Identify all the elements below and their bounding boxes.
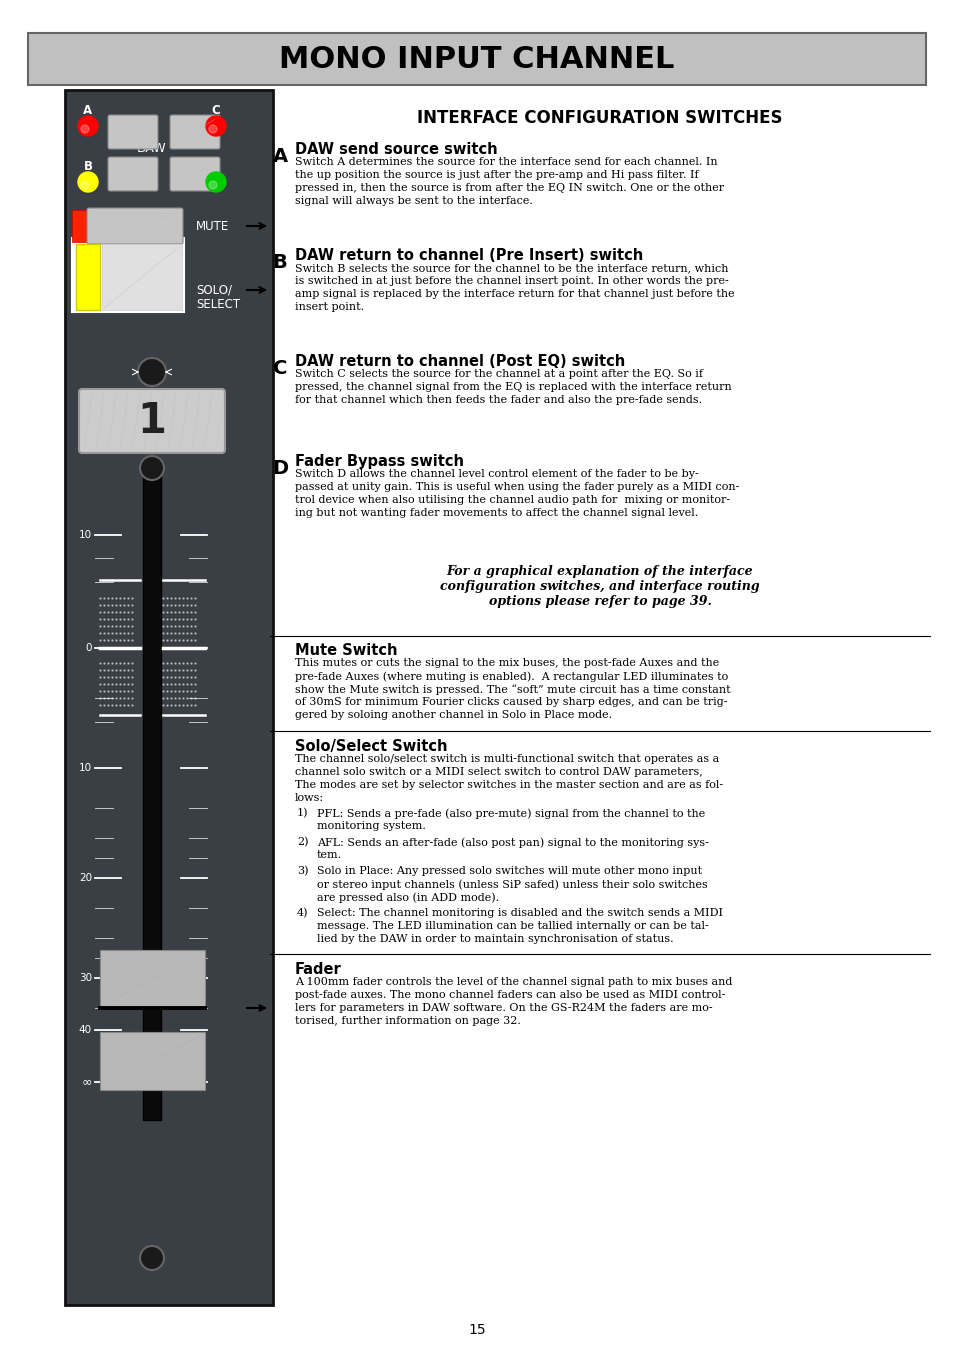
Text: lied by the DAW in order to maintain synchronisation of status.: lied by the DAW in order to maintain syn… <box>316 934 673 944</box>
Text: ing but not wanting fader movements to affect the channel signal level.: ing but not wanting fader movements to a… <box>294 508 698 518</box>
Text: Fader Bypass switch: Fader Bypass switch <box>294 454 463 468</box>
Text: channel solo switch or a MIDI select switch to control DAW parameters,: channel solo switch or a MIDI select swi… <box>294 767 702 778</box>
Text: A: A <box>83 104 92 116</box>
Text: trol device when also utilising the channel audio path for  mixing or monitor-: trol device when also utilising the chan… <box>294 495 729 505</box>
Text: signal will always be sent to the interface.: signal will always be sent to the interf… <box>294 196 533 207</box>
Text: DAW send source switch: DAW send source switch <box>294 142 497 157</box>
Text: gered by soloing another channel in Solo in Place mode.: gered by soloing another channel in Solo… <box>294 710 612 720</box>
Text: AFL: Sends an after-fade (also post pan) signal to the monitoring sys-: AFL: Sends an after-fade (also post pan)… <box>316 837 708 848</box>
Circle shape <box>140 1246 164 1270</box>
Bar <box>28 32 925 85</box>
Text: INTERFACE CONFIGURATION SWITCHES: INTERFACE CONFIGURATION SWITCHES <box>416 109 781 127</box>
Text: A: A <box>273 147 287 166</box>
Circle shape <box>209 181 216 189</box>
Text: SELECT: SELECT <box>195 298 240 312</box>
Circle shape <box>81 126 89 134</box>
Circle shape <box>78 116 98 136</box>
Text: D: D <box>211 159 221 173</box>
Text: torised, further information on page 32.: torised, further information on page 32. <box>294 1017 520 1026</box>
Text: 1: 1 <box>137 400 167 441</box>
Text: are pressed also (in ADD mode).: are pressed also (in ADD mode). <box>316 892 498 903</box>
FancyBboxPatch shape <box>170 115 220 148</box>
Text: lers for parameters in DAW software. On the GS-R24M the faders are mo-: lers for parameters in DAW software. On … <box>294 1003 712 1012</box>
Text: the up position the source is just after the pre-amp and Hi pass filter. If: the up position the source is just after… <box>294 170 698 180</box>
Circle shape <box>140 456 164 481</box>
Bar <box>65 90 273 1305</box>
Text: pressed in, then the source is from after the EQ IN switch. One or the other: pressed in, then the source is from afte… <box>294 184 723 193</box>
Text: SOLO/: SOLO/ <box>195 284 232 297</box>
Text: 3): 3) <box>296 865 308 876</box>
Bar <box>143 472 161 1120</box>
Text: pressed, the channel signal from the EQ is replaced with the interface return: pressed, the channel signal from the EQ … <box>294 382 731 391</box>
Circle shape <box>206 171 226 192</box>
Text: show the Mute switch is pressed. The “soft” mute circuit has a time constant: show the Mute switch is pressed. The “so… <box>294 684 730 695</box>
FancyBboxPatch shape <box>108 157 158 190</box>
FancyBboxPatch shape <box>79 389 225 454</box>
Text: PFL: Sends a pre-fade (also pre-mute) signal from the channel to the: PFL: Sends a pre-fade (also pre-mute) si… <box>316 809 704 818</box>
Text: Switch C selects the source for the channel at a point after the EQ. So if: Switch C selects the source for the chan… <box>294 369 702 379</box>
Text: Switch D allows the channel level control element of the fader to be by-: Switch D allows the channel level contro… <box>294 468 698 479</box>
Bar <box>76 244 100 310</box>
Text: B: B <box>84 159 92 173</box>
Bar <box>71 211 87 242</box>
Text: 20: 20 <box>79 873 91 883</box>
Text: 10: 10 <box>79 531 91 540</box>
Text: message. The LED illumination can be tallied internally or can be tal-: message. The LED illumination can be tal… <box>316 921 708 931</box>
Text: DAW return to channel (Post EQ) switch: DAW return to channel (Post EQ) switch <box>294 354 624 369</box>
Text: of 30mS for minimum Fourier clicks caused by sharp edges, and can be trig-: of 30mS for minimum Fourier clicks cause… <box>294 697 727 707</box>
Text: tem.: tem. <box>316 850 342 860</box>
Circle shape <box>78 171 98 192</box>
Text: C: C <box>273 359 287 378</box>
Circle shape <box>206 116 226 136</box>
Bar <box>102 244 182 310</box>
Text: Mute Switch: Mute Switch <box>294 643 397 657</box>
Text: A 100mm fader controls the level of the channel signal path to mix buses and: A 100mm fader controls the level of the … <box>294 977 732 987</box>
FancyBboxPatch shape <box>170 157 220 190</box>
Text: Solo in Place: Any pressed solo switches will mute other mono input: Solo in Place: Any pressed solo switches… <box>316 865 701 876</box>
Text: 1): 1) <box>296 809 308 818</box>
Text: pre-fade Auxes (where muting is enabled).  A rectangular LED illuminates to: pre-fade Auxes (where muting is enabled)… <box>294 671 727 682</box>
Bar <box>100 1031 205 1089</box>
Text: amp signal is replaced by the interface return for that channel just before the: amp signal is replaced by the interface … <box>294 289 734 298</box>
Text: 10: 10 <box>79 763 91 774</box>
Text: 15: 15 <box>468 1323 485 1336</box>
Text: DAW: DAW <box>137 142 167 154</box>
Text: 30: 30 <box>79 973 91 983</box>
Text: Switch B selects the source for the channel to be the interface return, which: Switch B selects the source for the chan… <box>294 263 728 273</box>
Text: for that channel which then feeds the fader and also the pre-fade sends.: for that channel which then feeds the fa… <box>294 396 701 405</box>
Text: 0: 0 <box>86 643 91 653</box>
Text: MONO INPUT CHANNEL: MONO INPUT CHANNEL <box>279 45 674 73</box>
Circle shape <box>138 358 166 386</box>
Text: Select: The channel monitoring is disabled and the switch sends a MIDI: Select: The channel monitoring is disabl… <box>316 909 722 918</box>
Text: 4): 4) <box>296 909 308 918</box>
Text: 2): 2) <box>296 837 308 848</box>
Text: D: D <box>272 459 288 478</box>
Text: monitoring system.: monitoring system. <box>316 821 425 832</box>
Text: or stereo input channels (unless SiP safed) unless their solo switches: or stereo input channels (unless SiP saf… <box>316 879 707 890</box>
Text: The channel solo/select switch is multi-functional switch that operates as a: The channel solo/select switch is multi-… <box>294 755 719 764</box>
Bar <box>100 950 205 1008</box>
Text: This mutes or cuts the signal to the mix buses, the post-fade Auxes and the: This mutes or cuts the signal to the mix… <box>294 657 719 668</box>
Text: ∞: ∞ <box>82 1076 91 1088</box>
Text: Fader: Fader <box>294 963 341 977</box>
Circle shape <box>209 126 216 134</box>
Text: insert point.: insert point. <box>294 302 364 312</box>
Text: post-fade auxes. The mono channel faders can also be used as MIDI control-: post-fade auxes. The mono channel faders… <box>294 990 724 1000</box>
Text: lows:: lows: <box>294 792 324 803</box>
Bar <box>71 238 184 312</box>
FancyBboxPatch shape <box>87 208 183 244</box>
Text: passed at unity gain. This is useful when using the fader purely as a MIDI con-: passed at unity gain. This is useful whe… <box>294 482 739 491</box>
Text: Switch A determines the source for the interface send for each channel. In: Switch A determines the source for the i… <box>294 157 717 167</box>
Text: DAW return to channel (Pre Insert) switch: DAW return to channel (Pre Insert) switc… <box>294 248 642 263</box>
Text: is switched in at just before the channel insert point. In other words the pre-: is switched in at just before the channe… <box>294 275 728 286</box>
Text: B: B <box>273 252 287 271</box>
Text: Solo/Select Switch: Solo/Select Switch <box>294 738 447 755</box>
Text: MUTE: MUTE <box>195 220 229 232</box>
Text: The modes are set by selector switches in the master section and are as fol-: The modes are set by selector switches i… <box>294 780 722 790</box>
FancyBboxPatch shape <box>108 115 158 148</box>
Text: For a graphical explanation of the interface
configuration switches, and interfa: For a graphical explanation of the inter… <box>439 566 759 608</box>
Text: C: C <box>212 104 220 116</box>
Text: 40: 40 <box>79 1025 91 1035</box>
Circle shape <box>81 181 89 189</box>
